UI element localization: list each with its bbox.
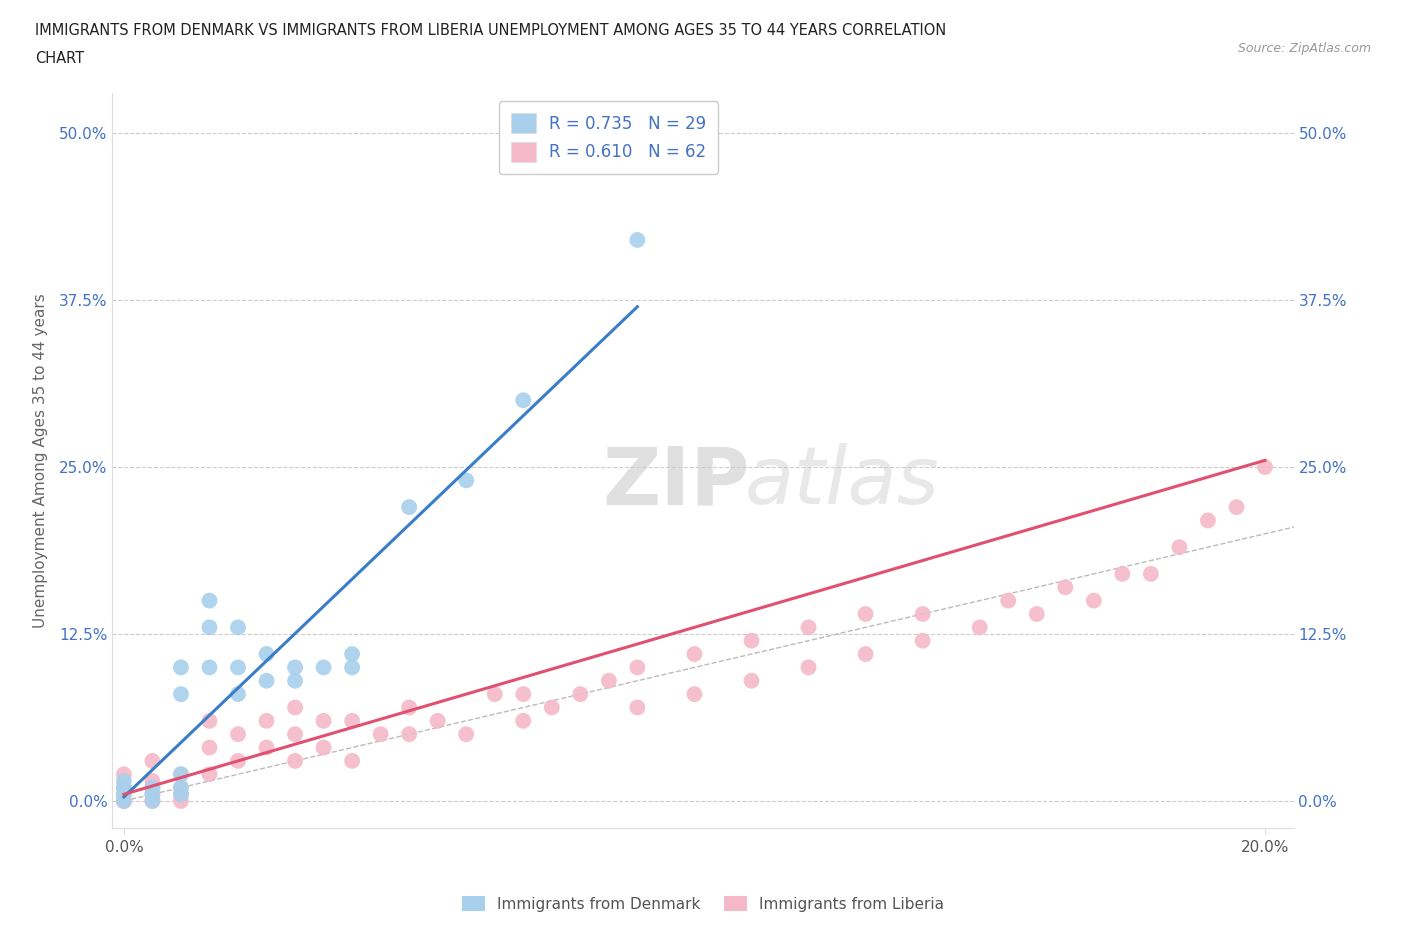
Point [398, 726, 420, 741]
Point [398, 499, 420, 514]
Point [141, 780, 163, 795]
Point [226, 753, 249, 768]
Point [198, 713, 221, 728]
Point [426, 713, 449, 728]
Point [170, 793, 193, 808]
Point [256, 646, 278, 661]
Point [198, 593, 221, 608]
Point [226, 686, 249, 701]
Point [1083, 593, 1105, 608]
Point [170, 780, 193, 795]
Point [141, 793, 163, 808]
Point [170, 686, 193, 701]
Point [797, 620, 820, 635]
Point [484, 686, 506, 701]
Point [141, 774, 163, 789]
Point [170, 660, 193, 675]
Point [1111, 566, 1133, 581]
Point [340, 713, 363, 728]
Point [284, 660, 307, 675]
Text: CHART: CHART [35, 51, 84, 66]
Point [855, 606, 877, 621]
Point [312, 660, 335, 675]
Point [198, 767, 221, 782]
Point [312, 740, 335, 755]
Point [256, 713, 278, 728]
Point [683, 646, 706, 661]
Point [198, 620, 221, 635]
Point [512, 713, 534, 728]
Point [626, 700, 648, 715]
Point [626, 232, 648, 247]
Point [398, 700, 420, 715]
Point [855, 646, 877, 661]
Point [170, 787, 193, 802]
Point [141, 780, 163, 795]
Point [598, 673, 620, 688]
Point [170, 787, 193, 802]
Point [740, 633, 762, 648]
Point [112, 774, 135, 789]
Point [1140, 566, 1163, 581]
Point [226, 660, 249, 675]
Point [141, 787, 163, 802]
Point [112, 793, 135, 808]
Text: IMMIGRANTS FROM DENMARK VS IMMIGRANTS FROM LIBERIA UNEMPLOYMENT AMONG AGES 35 TO: IMMIGRANTS FROM DENMARK VS IMMIGRANTS FR… [35, 23, 946, 38]
Point [456, 473, 478, 488]
Point [284, 726, 307, 741]
Point [1054, 579, 1077, 594]
Text: atlas: atlas [744, 444, 939, 522]
Legend: Immigrants from Denmark, Immigrants from Liberia: Immigrants from Denmark, Immigrants from… [456, 889, 950, 918]
Point [1254, 459, 1277, 474]
Point [112, 780, 135, 795]
Point [626, 660, 648, 675]
Point [340, 660, 363, 675]
Point [1197, 513, 1219, 528]
Point [340, 753, 363, 768]
Point [797, 660, 820, 675]
Point [170, 780, 193, 795]
Point [112, 787, 135, 802]
Y-axis label: Unemployment Among Ages 35 to 44 years: Unemployment Among Ages 35 to 44 years [32, 293, 48, 628]
Point [997, 593, 1019, 608]
Point [683, 686, 706, 701]
Point [198, 660, 221, 675]
Point [284, 753, 307, 768]
Text: ZIP: ZIP [603, 444, 749, 522]
Point [284, 673, 307, 688]
Point [911, 606, 934, 621]
Legend: R = 0.735   N = 29, R = 0.610   N = 62: R = 0.735 N = 29, R = 0.610 N = 62 [499, 101, 718, 174]
Point [112, 793, 135, 808]
Point [198, 740, 221, 755]
Point [141, 787, 163, 802]
Point [141, 793, 163, 808]
Point [1168, 539, 1191, 554]
Point [569, 686, 592, 701]
Point [1025, 606, 1047, 621]
Point [312, 713, 335, 728]
Point [456, 726, 478, 741]
Point [370, 726, 392, 741]
Point [112, 787, 135, 802]
Point [226, 620, 249, 635]
Point [284, 700, 307, 715]
Point [112, 793, 135, 808]
Point [540, 700, 562, 715]
Point [170, 767, 193, 782]
Point [256, 740, 278, 755]
Point [340, 646, 363, 661]
Point [256, 673, 278, 688]
Point [969, 620, 991, 635]
Point [1225, 499, 1247, 514]
Point [226, 726, 249, 741]
Point [512, 392, 534, 407]
Point [911, 633, 934, 648]
Point [141, 753, 163, 768]
Point [170, 767, 193, 782]
Point [112, 780, 135, 795]
Point [740, 673, 762, 688]
Point [112, 767, 135, 782]
Point [512, 686, 534, 701]
Text: Source: ZipAtlas.com: Source: ZipAtlas.com [1237, 42, 1371, 55]
